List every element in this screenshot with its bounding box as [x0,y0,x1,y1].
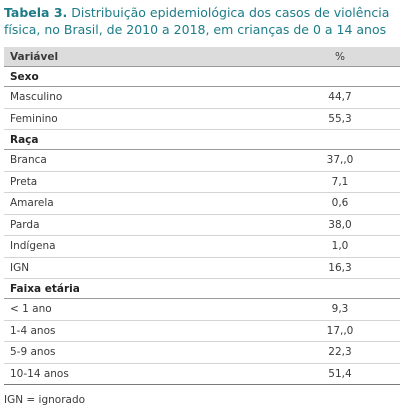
value-cell: 55,3 [180,108,400,130]
label-cell: Masculino [4,86,180,109]
label-cell: Parda [4,214,180,236]
value-cell: 9,3 [180,298,400,321]
label-cell: Branca [4,149,180,172]
data-row: Amarela 0,6 [4,192,400,215]
section-row: Faixa etária [4,278,400,299]
data-row: 10-14 anos 51,4 [4,363,400,385]
label-cell: 1-4 anos [4,320,180,342]
data-row: < 1 ano 9,3 [4,298,400,321]
value-cell: 38,0 [180,214,400,236]
label-cell: Feminino [4,108,180,130]
table-title: Tabela 3. Distribuição epidemiológica do… [4,4,400,38]
value-cell: 37,,0 [180,149,400,172]
header-cell: % [180,47,400,67]
data-row: Preta 7,1 [4,171,400,193]
footnote: IGN = ignorado [4,394,86,406]
label-cell: Preta [4,171,180,193]
value-cell: 22,3 [180,341,400,364]
data-row: 5-9 anos 22,3 [4,341,400,364]
table: Variável% Sexo Masculino 44,7 Feminino 55,3 Ra… [4,47,400,385]
value-cell: 17,,0 [180,320,400,342]
section-title: Faixa etária [4,278,400,299]
title-text: Distribuição epidemiológica dos casos de… [4,5,390,37]
label-cell: IGN [4,257,180,279]
label-cell: 5-9 anos [4,341,180,364]
value-cell: 51,4 [180,363,400,385]
data-row: Masculino 44,7 [4,86,400,109]
label-cell: < 1 ano [4,298,180,321]
label-cell: 10-14 anos [4,363,180,385]
value-cell: 1,0 [180,235,400,258]
section-row: Sexo [4,66,400,87]
section-title: Sexo [4,66,400,87]
data-row: Parda 38,0 [4,214,400,236]
label-cell: Amarela [4,192,180,215]
header-row: Variável% [4,47,400,67]
section-row: Raça [4,129,400,150]
value-cell: 7,1 [180,171,400,193]
data-row: IGN 16,3 [4,257,400,279]
label-cell: Indígena [4,235,180,258]
value-cell: 0,6 [180,192,400,215]
data-row: Indígena 1,0 [4,235,400,258]
data-row: 1-4 anos 17,,0 [4,320,400,342]
section-title: Raça [4,129,400,150]
data-row: Branca 37,,0 [4,149,400,172]
header-cell: Variável [4,47,180,67]
value-cell: 16,3 [180,257,400,279]
value-cell: 44,7 [180,86,400,109]
title-label: Tabela 3. [4,5,68,20]
data-row: Feminino 55,3 [4,108,400,130]
